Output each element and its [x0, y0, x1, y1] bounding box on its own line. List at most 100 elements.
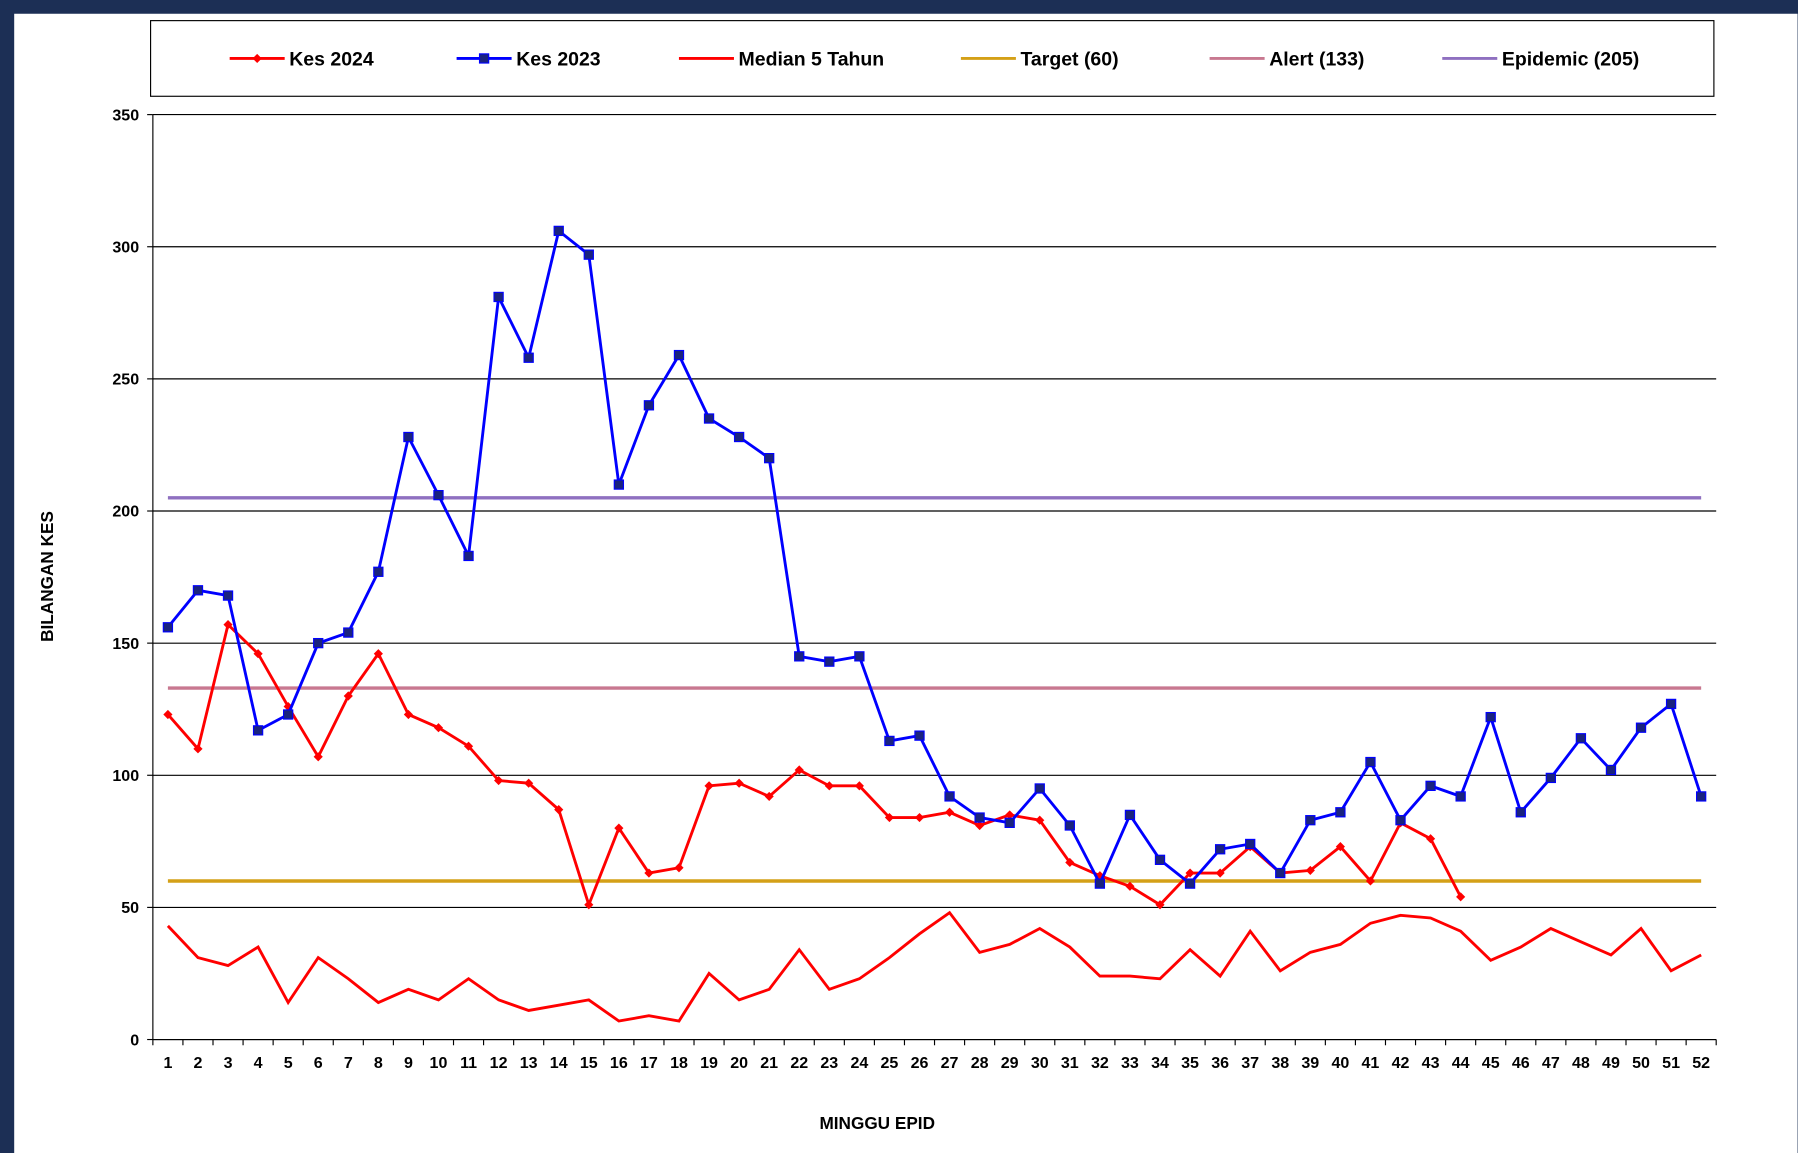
data-point	[524, 778, 534, 788]
data-point	[1184, 878, 1196, 889]
data-point	[914, 812, 925, 823]
data-point	[1575, 733, 1587, 744]
data-point	[1305, 815, 1316, 826]
x-tick-label: 13	[520, 1054, 538, 1072]
data-point	[1545, 772, 1556, 784]
data-point	[313, 637, 324, 649]
x-tick-label: 10	[430, 1054, 448, 1072]
x-tick-label: 5	[284, 1054, 293, 1072]
legend-label: Epidemic (205)	[1502, 48, 1639, 70]
data-point	[252, 725, 264, 736]
x-tick-label: 35	[1181, 1054, 1199, 1072]
data-point	[162, 622, 174, 633]
x-tick-label: 2	[194, 1054, 203, 1072]
legend-label: Kes 2024	[289, 48, 374, 70]
data-point	[1065, 857, 1075, 868]
y-tick-label: 250	[112, 371, 139, 389]
x-tick-label: 39	[1301, 1054, 1319, 1072]
data-point	[523, 352, 534, 363]
x-tick-label: 17	[640, 1054, 658, 1072]
data-point	[313, 752, 323, 762]
data-point	[1155, 900, 1165, 910]
data-point	[1605, 764, 1617, 776]
x-tick-label: 21	[760, 1054, 778, 1072]
x-tick-label: 46	[1512, 1054, 1530, 1072]
data-point	[673, 349, 685, 361]
data-point	[944, 807, 955, 817]
data-point	[1185, 868, 1195, 878]
data-point	[373, 566, 384, 577]
y-tick-label: 350	[112, 106, 139, 124]
x-tick-label: 51	[1662, 1054, 1680, 1072]
series-line	[166, 621, 1462, 910]
x-tick-label: 25	[881, 1054, 899, 1072]
data-point	[403, 431, 414, 443]
data-point	[1094, 878, 1106, 889]
data-point	[193, 744, 203, 754]
data-point	[553, 225, 564, 237]
data-point	[1635, 722, 1647, 733]
data-point	[1695, 791, 1707, 802]
y-tick-label: 100	[112, 767, 139, 785]
data-point	[974, 812, 985, 823]
data-point	[1245, 838, 1256, 850]
x-tick-label: 1	[163, 1054, 172, 1072]
x-tick-label: 49	[1602, 1054, 1620, 1072]
x-tick-label: 40	[1331, 1054, 1349, 1072]
data-point	[734, 778, 744, 788]
data-point	[1154, 854, 1166, 865]
data-point	[1215, 868, 1225, 878]
x-tick-label: 11	[460, 1054, 477, 1072]
x-tick-label: 26	[911, 1054, 929, 1072]
data-point	[463, 550, 474, 562]
x-tick-label: 36	[1211, 1054, 1229, 1072]
data-point	[433, 489, 444, 501]
data-point	[1335, 842, 1345, 852]
data-point	[163, 709, 173, 720]
x-tick-label: 12	[490, 1054, 508, 1072]
x-tick-label: 24	[850, 1054, 868, 1072]
x-tick-label: 3	[224, 1054, 233, 1072]
data-point	[884, 812, 895, 823]
data-point	[1124, 809, 1136, 821]
data-point	[1034, 783, 1045, 794]
data-point	[764, 452, 775, 464]
x-tick-label: 19	[700, 1054, 718, 1072]
data-point	[463, 741, 474, 751]
data-point	[1125, 881, 1135, 891]
data-point	[1485, 711, 1496, 723]
data-point	[1004, 817, 1015, 828]
data-point	[674, 863, 684, 873]
data-point	[854, 651, 865, 662]
x-tick-label: 50	[1632, 1054, 1650, 1072]
data-point	[794, 651, 805, 662]
data-point	[733, 431, 745, 443]
x-tick-label: 47	[1542, 1054, 1560, 1072]
data-point	[1365, 756, 1376, 768]
data-point	[222, 590, 234, 601]
data-point	[1395, 815, 1406, 826]
legend-label: Median 5 Tahun	[739, 48, 885, 70]
data-point	[343, 691, 353, 701]
data-point	[1515, 807, 1526, 818]
data-point	[223, 620, 233, 630]
x-tick-label: 14	[550, 1054, 568, 1072]
x-axis-title: MINGGU EPID	[819, 1113, 935, 1133]
data-point	[1275, 867, 1286, 879]
data-point	[1064, 820, 1075, 831]
data-point	[764, 791, 774, 801]
x-tick-label: 31	[1061, 1054, 1079, 1072]
data-point	[794, 765, 804, 775]
panel	[14, 13, 1798, 1153]
x-tick-label: 22	[790, 1054, 808, 1072]
x-tick-label: 30	[1031, 1054, 1049, 1072]
x-tick-label: 4	[254, 1054, 263, 1072]
data-point	[192, 585, 204, 596]
data-point	[884, 735, 895, 747]
y-tick-label: 150	[112, 635, 139, 653]
data-point	[343, 627, 354, 638]
data-point	[283, 709, 294, 720]
data-point	[944, 791, 955, 802]
